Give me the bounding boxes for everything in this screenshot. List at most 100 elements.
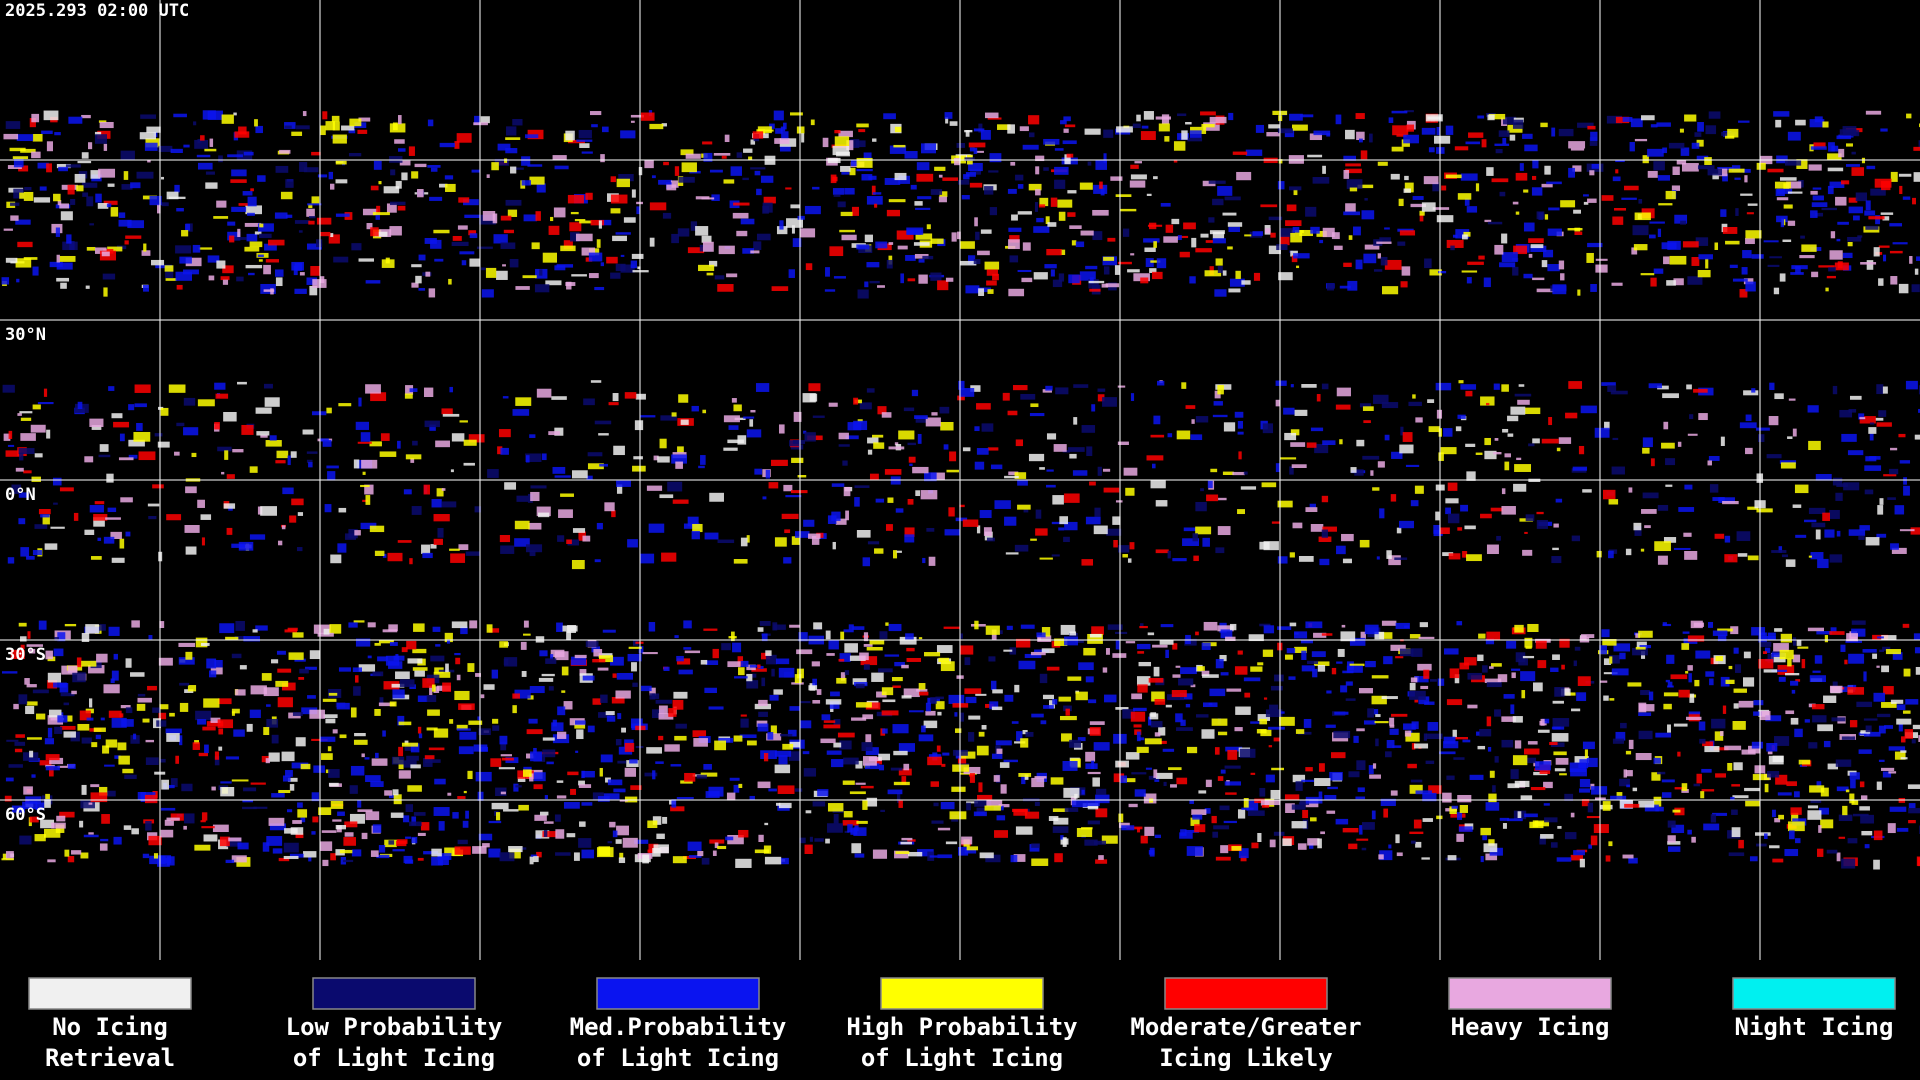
cloud-speckle [1818,825,1822,833]
cloud-speckle [31,151,41,159]
cloud-speckle [1064,521,1078,531]
cloud-speckle [1795,679,1801,682]
cloud-speckle [244,246,260,252]
cloud-speckle [1838,814,1853,822]
cloud-speckle [1223,820,1237,824]
cloud-speckle [1310,817,1317,822]
cloud-speckle [18,694,28,705]
cloud-speckle [500,741,507,751]
cloud-speckle [1260,204,1278,208]
cloud-speckle [392,122,398,131]
cloud-speckle [869,639,885,645]
cloud-speckle [1590,284,1597,292]
cloud-speckle [1830,231,1836,239]
cloud-speckle [748,156,753,161]
cloud-speckle [756,188,762,196]
cloud-speckle [1489,770,1495,778]
cloud-speckle [1238,848,1249,859]
cloud-speckle [615,232,631,235]
cloud-speckle [54,726,63,734]
cloud-speckle [1486,631,1501,640]
cloud-speckle [298,230,303,233]
cloud-speckle [175,245,192,254]
cloud-speckle [938,657,950,663]
cloud-speckle [1214,289,1227,297]
cloud-speckle [1687,829,1692,835]
cloud-speckle [836,677,847,684]
cloud-speckle [225,859,235,864]
cloud-speckle [81,632,90,642]
cloud-speckle [1189,130,1202,138]
cloud-speckle [893,144,906,148]
cloud-speckle [858,129,866,133]
cloud-speckle [1848,197,1858,203]
cloud-speckle [103,684,120,694]
cloud-speckle [478,833,493,841]
cloud-speckle [198,752,208,757]
cloud-speckle [1377,253,1382,259]
cloud-speckle [1751,254,1764,259]
cloud-speckle [1648,691,1654,701]
cloud-speckle [1856,701,1873,708]
cloud-speckle [789,741,800,748]
cloud-speckle [998,804,1010,808]
cloud-speckle [1510,406,1526,415]
cloud-speckle [1515,172,1528,181]
cloud-speckle [1190,684,1196,688]
cloud-speckle [1493,451,1502,455]
cloud-speckle [1371,675,1389,679]
cloud-speckle [131,828,139,835]
cloud-speckle [192,244,201,253]
cloud-speckle [34,524,48,529]
cloud-speckle [1173,159,1178,163]
cloud-speckle [433,538,443,545]
cloud-speckle [383,186,400,194]
cloud-speckle [1101,283,1109,288]
cloud-speckle [176,422,185,427]
cloud-speckle [1156,258,1167,269]
cloud-speckle [1908,803,1916,809]
cloud-speckle [1649,234,1656,239]
cloud-speckle [488,848,501,858]
cloud-speckle [1395,656,1404,659]
cloud-speckle [1478,633,1486,639]
cloud-speckle [1587,802,1594,813]
cloud-speckle [1014,684,1020,693]
cloud-speckle [1177,113,1187,117]
cloud-speckle [1657,555,1668,565]
cloud-speckle [337,543,347,553]
cloud-speckle [979,510,992,519]
cloud-speckle [914,201,923,206]
cloud-speckle [291,131,303,136]
cloud-speckle [1402,432,1413,442]
cloud-speckle [170,778,178,788]
cloud-speckle [1310,226,1320,234]
cloud-speckle [1268,245,1281,255]
cloud-speckle [1380,256,1388,266]
cloud-speckle [38,509,51,515]
cloud-speckle [354,530,361,536]
cloud-speckle [491,669,499,679]
cloud-speckle [1632,787,1638,792]
cloud-speckle [1154,699,1166,705]
cloud-speckle [1195,526,1212,535]
cloud-speckle [624,742,635,752]
cloud-speckle [294,263,303,271]
cloud-speckle [997,630,1003,635]
cloud-speckle [1511,672,1516,679]
cloud-speckle [1154,834,1161,839]
cloud-speckle [1054,179,1066,189]
cloud-speckle [1028,183,1042,191]
cloud-speckle [1876,713,1891,718]
cloud-speckle [1543,803,1550,806]
cloud-speckle [749,419,754,427]
cloud-speckle [728,636,737,639]
cloud-speckle [1450,245,1455,251]
cloud-speckle [1042,694,1054,700]
cloud-speckle [1476,731,1480,736]
cloud-speckle [908,851,923,857]
cloud-speckle [1036,217,1044,223]
cloud-speckle [128,439,145,447]
cloud-speckle [723,447,738,451]
cloud-speckle [1042,389,1052,393]
